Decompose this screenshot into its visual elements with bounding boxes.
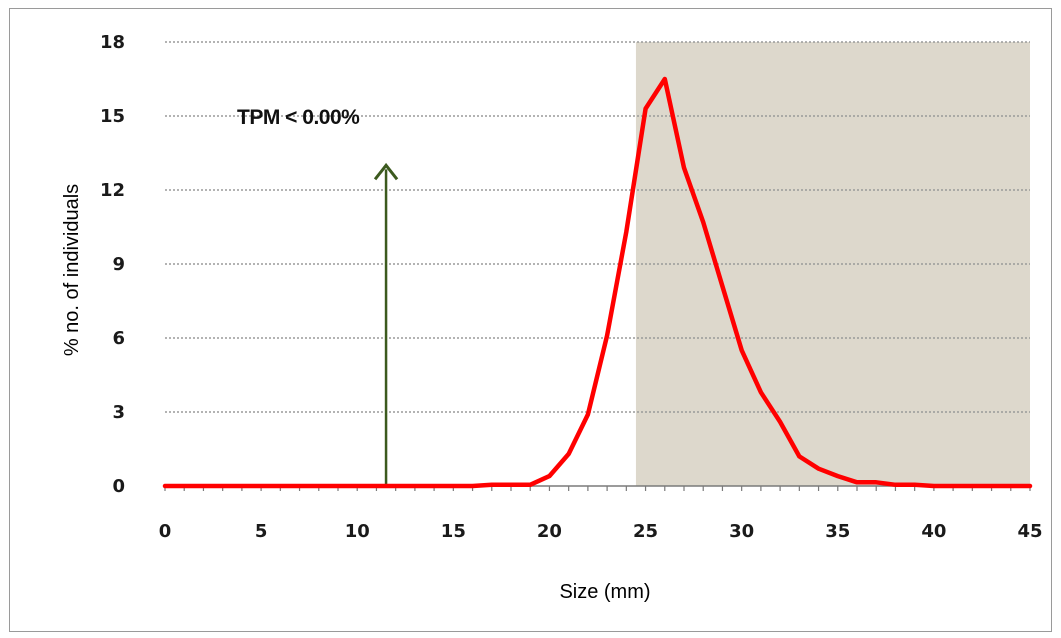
x-tick-label-35: 35 — [825, 521, 850, 542]
x-axis-title: Size (mm) — [559, 581, 650, 603]
annotation-text: TPM < 0.00% — [237, 106, 360, 129]
y-tick-label-6: 6 — [112, 328, 125, 349]
y-tick-label-15: 15 — [100, 106, 125, 127]
x-tick-label-5: 5 — [255, 521, 268, 542]
x-tick-label-45: 45 — [1017, 521, 1042, 542]
x-tick-label-30: 30 — [729, 521, 754, 542]
x-tick-label-25: 25 — [633, 521, 658, 542]
y-axis-title: % no. of individuals — [61, 184, 83, 356]
x-tick-label-40: 40 — [921, 521, 946, 542]
arrow-head — [373, 162, 399, 181]
x-tick-label-0: 0 — [159, 521, 172, 542]
series-line — [162, 76, 1033, 489]
y-tick-label-0: 0 — [112, 476, 125, 497]
x-tick-label-10: 10 — [345, 521, 370, 542]
y-tick-labels: 0 3 6 9 12 15 18 — [100, 32, 125, 497]
y-tick-label-12: 12 — [100, 180, 125, 201]
arrow-annotation — [373, 162, 399, 486]
y-tick-label-18: 18 — [100, 32, 125, 53]
y-tick-label-3: 3 — [112, 402, 125, 423]
x-tick-label-20: 20 — [537, 521, 562, 542]
gridlines — [165, 41, 1030, 413]
y-tick-label-9: 9 — [112, 254, 125, 275]
x-tick-label-15: 15 — [441, 521, 466, 542]
x-tick-labels: 0 5 10 15 20 25 30 35 40 45 — [159, 521, 1043, 542]
